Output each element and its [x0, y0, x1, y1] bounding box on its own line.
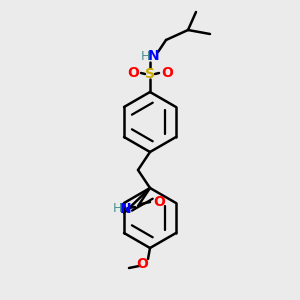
Text: H: H — [140, 50, 150, 62]
Text: N: N — [120, 202, 132, 216]
Text: N: N — [148, 49, 160, 63]
Text: O: O — [136, 257, 148, 271]
Text: O: O — [161, 66, 173, 80]
Text: O: O — [153, 195, 165, 209]
Text: O: O — [127, 66, 139, 80]
Text: S: S — [145, 67, 155, 81]
Text: H: H — [112, 202, 122, 215]
